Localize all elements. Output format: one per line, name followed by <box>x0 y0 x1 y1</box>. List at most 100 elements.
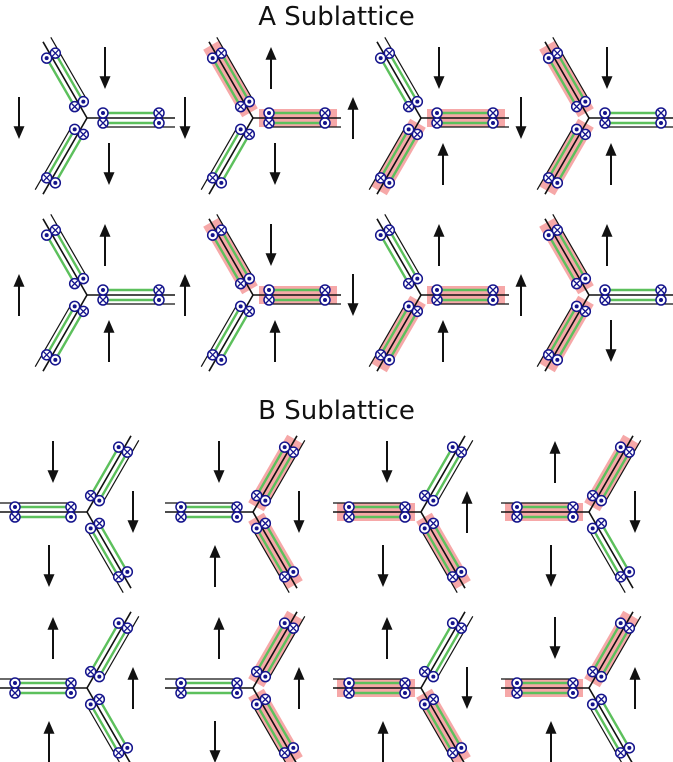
chain-up-left-b <box>45 57 77 109</box>
chain-down-right-b <box>97 521 129 573</box>
site-up-right-near-b-cross <box>87 668 95 676</box>
chain-down-left-a <box>211 127 243 179</box>
site-up-right-far-a-cross <box>625 624 633 632</box>
site-up-right-far-a-cross <box>123 624 131 632</box>
site-down-right-near-a-dot <box>590 702 595 707</box>
site-down-left-near-b-cross <box>79 307 87 315</box>
site-up-right-near-a-dot <box>97 498 102 503</box>
site-down-right-far-a-cross <box>617 573 625 581</box>
spin-arrow-down-1 <box>293 491 305 533</box>
spin-arrow-up-0 <box>265 47 277 89</box>
site-up-left-far-a-cross <box>51 226 59 234</box>
site-down-right-far-b-dot <box>125 569 130 574</box>
site-left-near-a-cross <box>67 679 75 687</box>
spin-arrow-down-2 <box>43 545 55 587</box>
spin-arrow-down-2 <box>545 545 557 587</box>
site-left-far-a-dot <box>179 505 183 509</box>
site-down-left-near-a-dot <box>238 127 243 132</box>
chain-up-right-b <box>590 446 622 498</box>
site-up-left-near-b-cross <box>573 280 581 288</box>
vertex-cell-1-1-2 <box>333 611 474 762</box>
site-up-left-far-a-cross <box>217 49 225 57</box>
site-down-left-near-b-cross <box>245 130 253 138</box>
spin-arrow-up-2-head <box>545 721 557 734</box>
spin-arrow-down-1-head <box>13 126 25 139</box>
chain-down-right-a <box>254 702 286 754</box>
site-left-far-a-dot <box>13 505 17 509</box>
site-up-right-far-b-dot <box>618 621 623 626</box>
spin-arrow-up-1-head <box>629 667 641 680</box>
site-down-left-far-a-cross <box>209 351 217 359</box>
chain-down-right-b <box>599 697 631 749</box>
site-down-left-near-a-dot <box>72 127 77 132</box>
spin-arrow-up-0 <box>99 224 111 266</box>
site-right-far-b-cross <box>321 286 329 294</box>
spin-arrow-down-0 <box>381 441 393 483</box>
section-title-a: A Sublattice <box>258 2 415 32</box>
site-down-left-far-a-cross <box>545 351 553 359</box>
spin-arrow-down-1-head <box>179 126 191 139</box>
vertex-cell-1-0-1 <box>165 434 306 594</box>
spin-arrow-up-0-head <box>213 617 225 630</box>
chain-down-left-a <box>379 127 411 179</box>
spin-arrow-down-1 <box>347 274 359 316</box>
chain-down-left-a <box>45 127 77 179</box>
spin-arrow-up-0-head <box>433 224 445 237</box>
spin-arrow-up-2 <box>269 320 281 362</box>
site-left-near-a-cross <box>569 503 577 511</box>
site-left-near-b-dot <box>69 515 73 519</box>
site-left-near-a-cross <box>233 503 241 511</box>
site-down-right-near-a-dot <box>590 526 595 531</box>
chain-down-right-a <box>422 526 454 578</box>
spin-arrow-down-0-head <box>549 646 561 659</box>
site-up-right-far-a-cross <box>289 448 297 456</box>
site-right-near-b-dot <box>101 288 105 292</box>
spin-arrow-down-0 <box>99 47 111 89</box>
spin-arrow-down-2 <box>377 545 389 587</box>
chain-up-right-b <box>88 622 120 674</box>
chain-down-left-a <box>547 127 579 179</box>
site-right-far-b-cross <box>155 109 163 117</box>
site-up-right-near-b-cross <box>421 492 429 500</box>
spin-arrow-up-2 <box>377 721 389 762</box>
site-down-right-far-a-cross <box>115 573 123 581</box>
section-title-b: B Sublattice <box>258 396 415 426</box>
spin-arrow-down-0 <box>433 47 445 89</box>
site-right-near-a-cross <box>99 119 107 127</box>
site-right-far-b-cross <box>657 109 665 117</box>
site-up-left-near-a-dot <box>247 276 252 281</box>
site-up-right-far-b-dot <box>116 621 121 626</box>
spin-arrow-up-1-head <box>293 667 305 680</box>
spin-arrow-down-1-head <box>461 696 473 709</box>
spin-arrow-down-2-head <box>377 574 389 587</box>
site-down-right-near-a-dot <box>254 702 259 707</box>
site-left-far-a-dot <box>515 505 519 509</box>
chain-up-right-b <box>88 446 120 498</box>
site-down-left-far-a-cross <box>43 351 51 359</box>
spin-arrow-down-2 <box>269 143 281 185</box>
spin-arrow-down-0 <box>213 441 225 483</box>
chain-down-left-a <box>379 304 411 356</box>
chain-up-right-a <box>599 627 631 679</box>
site-down-left-near-b-cross <box>413 307 421 315</box>
spin-arrow-up-1-head <box>461 491 473 504</box>
site-down-right-far-a-cross <box>281 749 289 757</box>
spin-arrow-up-0 <box>433 224 445 266</box>
bond-up-left-outer <box>50 36 89 102</box>
site-down-left-far-a-cross <box>377 351 385 359</box>
spin-arrow-down-0 <box>601 47 613 89</box>
site-up-left-near-b-cross <box>573 103 581 111</box>
chain-up-right-a <box>431 451 463 503</box>
chain-up-left-b <box>379 234 411 286</box>
site-left-far-b-cross <box>177 689 185 697</box>
site-down-right-far-a-cross <box>449 749 457 757</box>
spin-arrow-up-1 <box>461 491 473 533</box>
vertex-cell-1-1-1 <box>165 610 306 762</box>
spin-arrow-up-0-head <box>381 617 393 630</box>
site-down-right-far-a-cross <box>617 749 625 757</box>
site-up-left-near-b-cross <box>237 280 245 288</box>
site-down-right-near-b-cross <box>597 519 605 527</box>
spin-arrow-up-2 <box>605 143 617 185</box>
bond-up-left-outer <box>50 213 89 279</box>
site-right-near-a-cross <box>99 296 107 304</box>
